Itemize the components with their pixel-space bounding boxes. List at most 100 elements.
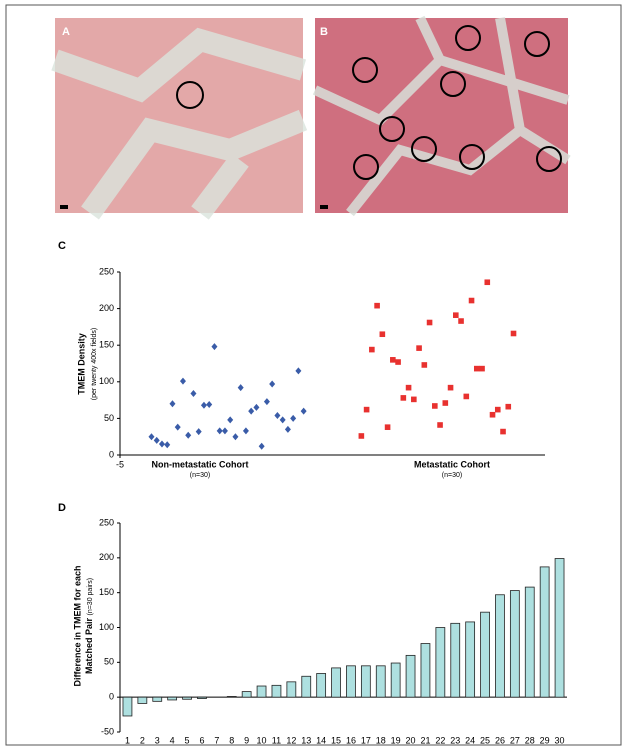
x-tick-label: 1	[125, 735, 130, 745]
x-tick-label: 17	[361, 735, 371, 745]
bar	[450, 622, 461, 698]
point	[290, 414, 297, 422]
point	[458, 318, 464, 324]
bar	[286, 681, 297, 698]
point	[158, 440, 165, 448]
bar	[182, 696, 192, 700]
point	[400, 395, 407, 401]
x-tick-label: 12	[286, 735, 296, 745]
x-tick-label: 28	[525, 735, 535, 745]
point	[494, 406, 501, 413]
point	[216, 427, 223, 435]
point	[242, 427, 249, 435]
figure-border	[5, 4, 622, 746]
point	[463, 393, 470, 400]
point	[484, 279, 491, 286]
bar	[360, 665, 371, 698]
bar	[137, 696, 148, 704]
y-tick-label: 100	[99, 622, 114, 632]
panel-b-image	[312, 15, 571, 217]
y-tick-label: 250	[99, 517, 114, 527]
bar	[375, 665, 386, 698]
point	[379, 331, 386, 338]
y-tick-label: 150	[99, 587, 114, 597]
point	[416, 345, 422, 351]
bar	[346, 665, 356, 698]
y-axis-note: (per twenty 400x fields)	[91, 328, 98, 400]
x-tick-label: 26	[495, 735, 505, 745]
bar	[509, 590, 520, 698]
point	[263, 398, 270, 406]
bar	[495, 594, 505, 698]
bar	[256, 685, 267, 698]
x-tick-label: 18	[376, 735, 386, 745]
panel-label: A	[62, 26, 70, 38]
y-tick-label: 150	[99, 340, 114, 350]
y-axis-label: Difference in TMEM for each	[72, 565, 82, 686]
x-tick-label: 4	[170, 735, 175, 745]
y-tick-label: 250	[99, 266, 114, 276]
point	[374, 302, 380, 309]
y-axis-label: TMEM Density	[76, 333, 86, 395]
bar	[465, 621, 476, 698]
bar	[226, 696, 237, 698]
point	[153, 436, 160, 444]
point	[437, 422, 443, 428]
point	[269, 380, 276, 388]
x-tick-label: 30	[555, 735, 565, 745]
bar	[301, 675, 312, 698]
x-tick-label: 11	[272, 735, 281, 745]
y-tick-label: 200	[99, 552, 114, 562]
point	[426, 319, 433, 326]
point	[489, 411, 496, 418]
point	[442, 400, 449, 406]
point	[195, 428, 202, 436]
point	[279, 416, 286, 424]
x-tick-label: 14	[316, 735, 326, 745]
point	[473, 365, 480, 372]
x-tick-label: 25	[480, 735, 490, 745]
x-tick-label: 6	[199, 735, 204, 745]
x-tick-label: 13	[301, 735, 311, 745]
y-axis-label: Matched Pair (n=30 pairs)	[84, 578, 94, 674]
point	[384, 424, 391, 430]
point	[190, 390, 197, 398]
y-tick-label: 50	[104, 657, 114, 667]
x-tick-label: 29	[540, 735, 550, 745]
point	[369, 346, 375, 353]
point	[169, 400, 176, 408]
point	[227, 416, 234, 424]
bar	[524, 586, 535, 698]
point	[395, 359, 401, 365]
panel-label: B	[320, 26, 328, 38]
x-tick-label: 3	[155, 735, 160, 745]
x-tick-label: 2	[140, 735, 145, 745]
point	[206, 400, 213, 408]
x-tick-label: 16	[346, 735, 356, 745]
x-group-label: Metastatic Cohort	[414, 459, 490, 469]
point	[237, 384, 244, 392]
x-tick-label: 10	[257, 735, 267, 745]
x-tick-label: 19	[391, 735, 401, 745]
bar	[316, 673, 327, 698]
x-tick-label: 23	[450, 735, 460, 745]
point	[432, 403, 438, 409]
point	[200, 401, 207, 409]
y-axis-label-line: Matched Pair	[84, 618, 94, 675]
point	[253, 403, 260, 411]
point	[221, 427, 228, 435]
point	[405, 384, 412, 391]
point	[295, 367, 302, 375]
point	[164, 441, 171, 449]
bar	[122, 696, 133, 717]
bar	[241, 691, 252, 698]
y-tick-label: 100	[99, 376, 114, 386]
point	[453, 312, 459, 318]
point	[284, 425, 291, 433]
panel-label: D	[58, 502, 66, 514]
point	[232, 433, 239, 441]
x-tick-label: 21	[420, 735, 430, 745]
bar	[271, 684, 282, 698]
x-tick-label: 27	[510, 735, 520, 745]
